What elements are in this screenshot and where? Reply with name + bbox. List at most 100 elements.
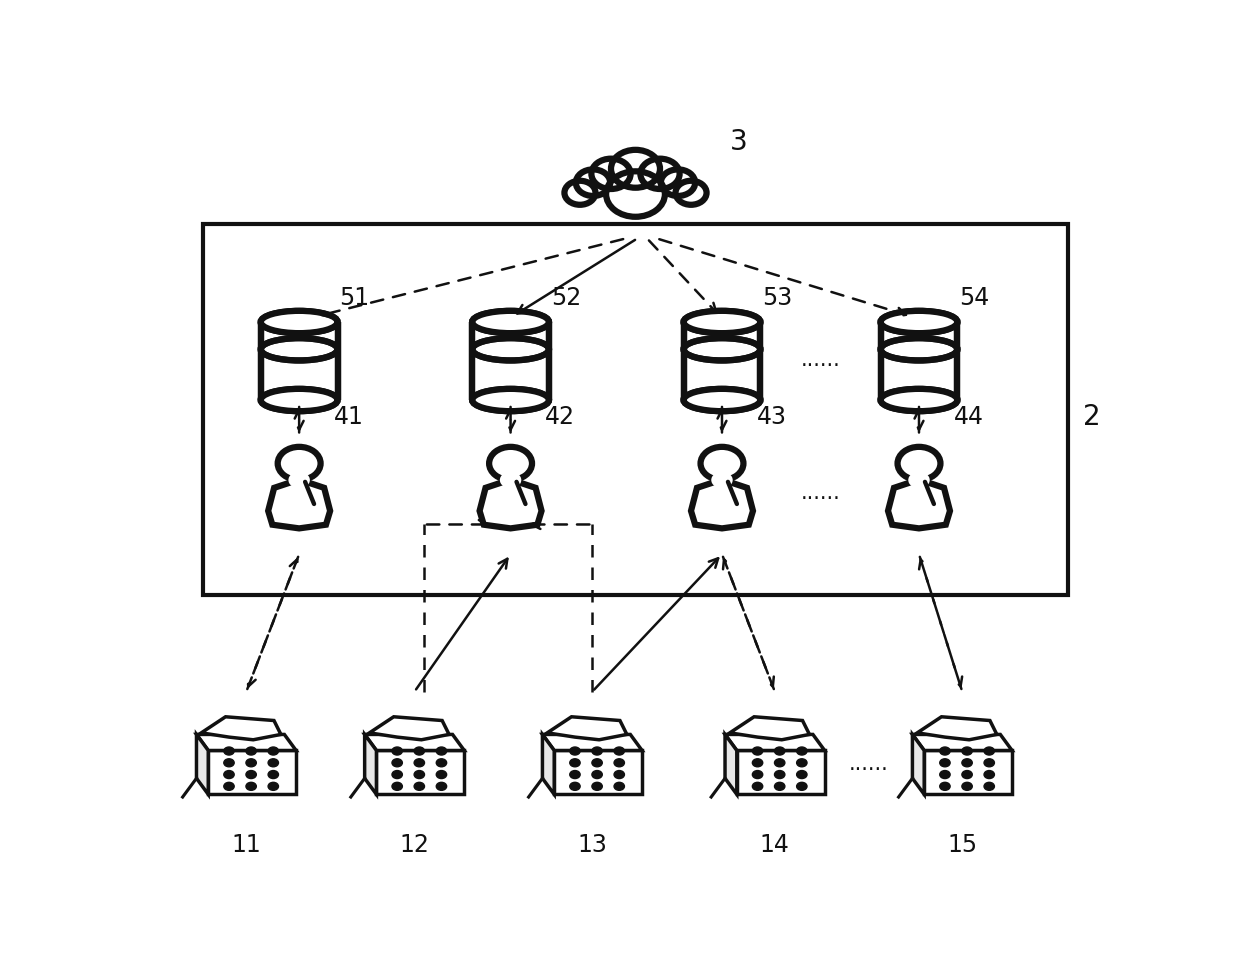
Text: 11: 11 — [232, 833, 262, 857]
Ellipse shape — [880, 389, 957, 411]
Circle shape — [985, 783, 994, 790]
PathPatch shape — [480, 480, 542, 529]
Polygon shape — [913, 734, 924, 794]
Polygon shape — [730, 717, 810, 740]
Text: 3: 3 — [729, 127, 748, 155]
Circle shape — [392, 783, 402, 790]
Circle shape — [753, 747, 763, 755]
Circle shape — [223, 770, 234, 779]
Polygon shape — [737, 751, 825, 794]
Circle shape — [268, 770, 279, 779]
Circle shape — [569, 783, 580, 790]
Circle shape — [614, 747, 625, 755]
Ellipse shape — [472, 389, 549, 411]
FancyBboxPatch shape — [262, 322, 336, 400]
Polygon shape — [542, 734, 642, 751]
Text: 12: 12 — [399, 833, 429, 857]
Polygon shape — [913, 734, 1012, 751]
Circle shape — [796, 770, 807, 779]
Circle shape — [436, 770, 446, 779]
PathPatch shape — [268, 480, 330, 529]
Polygon shape — [542, 734, 554, 794]
Circle shape — [436, 747, 446, 755]
Circle shape — [775, 758, 785, 767]
Circle shape — [392, 770, 402, 779]
Circle shape — [962, 783, 972, 790]
Polygon shape — [208, 751, 296, 794]
Polygon shape — [725, 734, 737, 794]
Circle shape — [569, 770, 580, 779]
Circle shape — [289, 472, 310, 488]
Text: 41: 41 — [334, 405, 363, 429]
PathPatch shape — [691, 480, 753, 529]
Ellipse shape — [683, 311, 760, 333]
Circle shape — [500, 472, 521, 488]
Circle shape — [246, 758, 257, 767]
Polygon shape — [365, 734, 464, 751]
Polygon shape — [201, 717, 281, 740]
Circle shape — [591, 783, 603, 790]
Circle shape — [940, 747, 950, 755]
Text: 43: 43 — [756, 405, 786, 429]
Circle shape — [775, 770, 785, 779]
Circle shape — [414, 758, 424, 767]
Circle shape — [569, 747, 580, 755]
Ellipse shape — [260, 311, 337, 333]
Ellipse shape — [260, 389, 337, 411]
Circle shape — [564, 180, 595, 205]
Text: 53: 53 — [763, 287, 792, 311]
Circle shape — [392, 747, 402, 755]
Circle shape — [591, 770, 603, 779]
Circle shape — [591, 158, 631, 189]
Polygon shape — [725, 734, 825, 751]
Polygon shape — [554, 751, 642, 794]
Circle shape — [940, 770, 950, 779]
Ellipse shape — [260, 311, 337, 333]
Circle shape — [985, 747, 994, 755]
Text: ......: ...... — [801, 483, 841, 504]
FancyBboxPatch shape — [203, 224, 1068, 595]
Circle shape — [414, 770, 424, 779]
Circle shape — [268, 747, 279, 755]
Polygon shape — [370, 717, 449, 740]
Text: 44: 44 — [954, 405, 983, 429]
Circle shape — [278, 447, 321, 480]
Circle shape — [223, 783, 234, 790]
Text: 51: 51 — [340, 287, 370, 311]
Circle shape — [246, 783, 257, 790]
Polygon shape — [547, 717, 627, 740]
Circle shape — [701, 447, 744, 480]
Circle shape — [985, 758, 994, 767]
Text: ......: ...... — [801, 349, 841, 370]
Circle shape — [414, 747, 424, 755]
Circle shape — [614, 758, 625, 767]
Ellipse shape — [683, 389, 760, 411]
Circle shape — [753, 770, 763, 779]
Polygon shape — [924, 751, 1012, 794]
Text: 14: 14 — [760, 833, 790, 857]
Circle shape — [940, 758, 950, 767]
Circle shape — [962, 770, 972, 779]
Text: 42: 42 — [546, 405, 575, 429]
Polygon shape — [377, 751, 464, 794]
Circle shape — [489, 447, 532, 480]
Circle shape — [775, 747, 785, 755]
Ellipse shape — [472, 311, 549, 333]
Circle shape — [246, 770, 257, 779]
Circle shape — [614, 770, 625, 779]
Circle shape — [223, 758, 234, 767]
Circle shape — [898, 447, 940, 480]
Polygon shape — [365, 734, 377, 794]
FancyBboxPatch shape — [474, 322, 548, 400]
Text: 15: 15 — [947, 833, 977, 857]
Circle shape — [591, 758, 603, 767]
Text: 2: 2 — [1084, 402, 1101, 430]
Circle shape — [712, 472, 733, 488]
Circle shape — [436, 783, 446, 790]
Ellipse shape — [880, 311, 957, 333]
Polygon shape — [196, 734, 296, 751]
Circle shape — [908, 472, 930, 488]
Circle shape — [223, 747, 234, 755]
Circle shape — [796, 783, 807, 790]
Circle shape — [985, 770, 994, 779]
